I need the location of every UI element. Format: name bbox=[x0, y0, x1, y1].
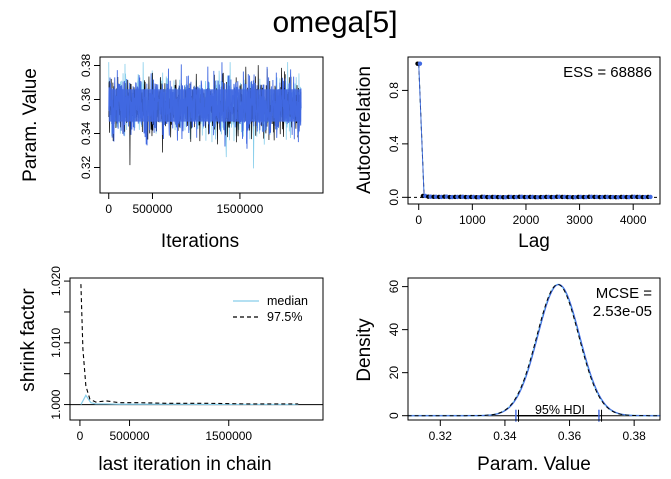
density-ylabel: Density bbox=[354, 318, 375, 382]
trace-y-axis: 0.32 0.34 0.36 0.38 bbox=[79, 53, 100, 179]
acf-ytick-label: 0.4 bbox=[387, 135, 401, 152]
acf-panel: 0 1000 2000 3000 4000 0.00.40.8 ESS = 68886 … bbox=[354, 56, 661, 252]
figure-title: omega[5] bbox=[272, 6, 397, 39]
density-x-axis: 0.32 0.34 0.36 0.38 bbox=[429, 420, 646, 443]
trace-panel: 0 500000 1500000 0.32 0.34 0.36 0.38 Iteratio… bbox=[20, 53, 324, 252]
density-xtick-label: 0.32 bbox=[429, 429, 453, 443]
trace-x-axis: 0 500000 1500000 bbox=[105, 193, 264, 216]
shrink-ylabel: shrink factor bbox=[18, 288, 39, 392]
acf-line-2 bbox=[418, 63, 650, 198]
shrink-frame bbox=[69, 277, 324, 421]
mcse-annotation-line1: MCSE = bbox=[596, 285, 653, 302]
shrink-xtick-label: 0 bbox=[77, 429, 84, 443]
trace-dense-band bbox=[108, 89, 302, 122]
density-xlabel: Param. Value bbox=[477, 454, 591, 475]
mcse-annotation-line2: 2.53e-05 bbox=[593, 303, 652, 320]
shrink-y-axis: 1.000 1.010 1.020 bbox=[49, 266, 70, 420]
acf-xtick-label: 1000 bbox=[459, 213, 486, 227]
acf-x-axis: 0 1000 2000 3000 4000 bbox=[415, 204, 647, 227]
trace-chain-3 bbox=[108, 62, 302, 149]
shrink-x-axis: 0 500000 1500000 bbox=[77, 420, 252, 443]
density-ytick-label: 0 bbox=[387, 412, 401, 419]
acf-frame bbox=[407, 56, 661, 205]
shrink-series-975 bbox=[80, 284, 299, 405]
density-curve-3 bbox=[407, 284, 660, 417]
density-ytick-label: 40 bbox=[387, 323, 401, 337]
shrink-xtick-label: 1500000 bbox=[205, 429, 252, 443]
acf-y-axis: 0.0 0.4 0.8 bbox=[387, 82, 408, 206]
trace-xtick-label: 500000 bbox=[132, 202, 172, 216]
acf-xlabel: Lag bbox=[518, 231, 550, 252]
trace-marks bbox=[108, 62, 302, 169]
shrink-ytick-label: 1.010 bbox=[49, 327, 63, 357]
density-marks bbox=[407, 283, 661, 422]
density-panel: 0.32 0.34 0.36 0.38 0 20 40 60 MCSE = 2.53e-05… bbox=[354, 277, 661, 475]
acf-ylabel: Autocorrelation bbox=[354, 66, 375, 194]
trace-xtick-label: 0 bbox=[105, 202, 112, 216]
shrink-xlabel: last iteration in chain bbox=[98, 454, 271, 475]
shrink-ytick-label: 1.000 bbox=[49, 389, 63, 419]
shrink-xtick-label: 500000 bbox=[110, 429, 150, 443]
trace-ytick-label: 0.34 bbox=[79, 121, 93, 145]
trace-ytick-label: 0.38 bbox=[79, 53, 93, 77]
density-frame bbox=[407, 277, 661, 421]
acf-xtick-label: 4000 bbox=[620, 213, 647, 227]
acf-line-3 bbox=[418, 63, 650, 198]
trace-ytick-label: 0.36 bbox=[79, 87, 93, 111]
density-xtick-label: 0.34 bbox=[493, 429, 517, 443]
shrink-ytick-label: 1.020 bbox=[49, 266, 63, 296]
shrink-marks bbox=[70, 284, 323, 406]
acf-ytick-label: 0.0 bbox=[387, 189, 401, 206]
density-ytick-label: 60 bbox=[387, 280, 401, 294]
shrink-series-median bbox=[80, 394, 299, 406]
trace-xlabel: Iterations bbox=[161, 231, 239, 252]
acf-line-1 bbox=[418, 63, 650, 198]
trace-ytick-label: 0.32 bbox=[79, 155, 93, 179]
shrink-panel: 0 500000 1500000 1.000 1.010 1.020 median 97… bbox=[18, 266, 324, 475]
acf-xtick-label: 0 bbox=[415, 213, 422, 227]
density-y-axis: 0 20 40 60 bbox=[387, 280, 408, 419]
acf-ytick-label: 0.8 bbox=[387, 82, 401, 99]
acf-point bbox=[648, 194, 653, 200]
density-xtick-label: 0.36 bbox=[558, 429, 582, 443]
acf-xtick-label: 2000 bbox=[513, 213, 540, 227]
trace-frame bbox=[99, 56, 324, 194]
trace-xtick-label: 1500000 bbox=[217, 202, 264, 216]
hdi-label: 95% HDI bbox=[535, 403, 585, 417]
legend-median-label: median bbox=[267, 294, 308, 308]
acf-marks bbox=[408, 61, 660, 200]
acf-xtick-label: 3000 bbox=[566, 213, 593, 227]
trace-ylabel: Param. Value bbox=[20, 68, 41, 182]
density-ytick-label: 20 bbox=[387, 366, 401, 380]
density-xtick-label: 0.38 bbox=[622, 429, 646, 443]
ess-annotation: ESS = 68886 bbox=[563, 64, 652, 81]
shrink-legend: median 97.5% bbox=[233, 294, 308, 324]
legend-975-label: 97.5% bbox=[267, 310, 302, 324]
acf-point bbox=[417, 61, 423, 66]
